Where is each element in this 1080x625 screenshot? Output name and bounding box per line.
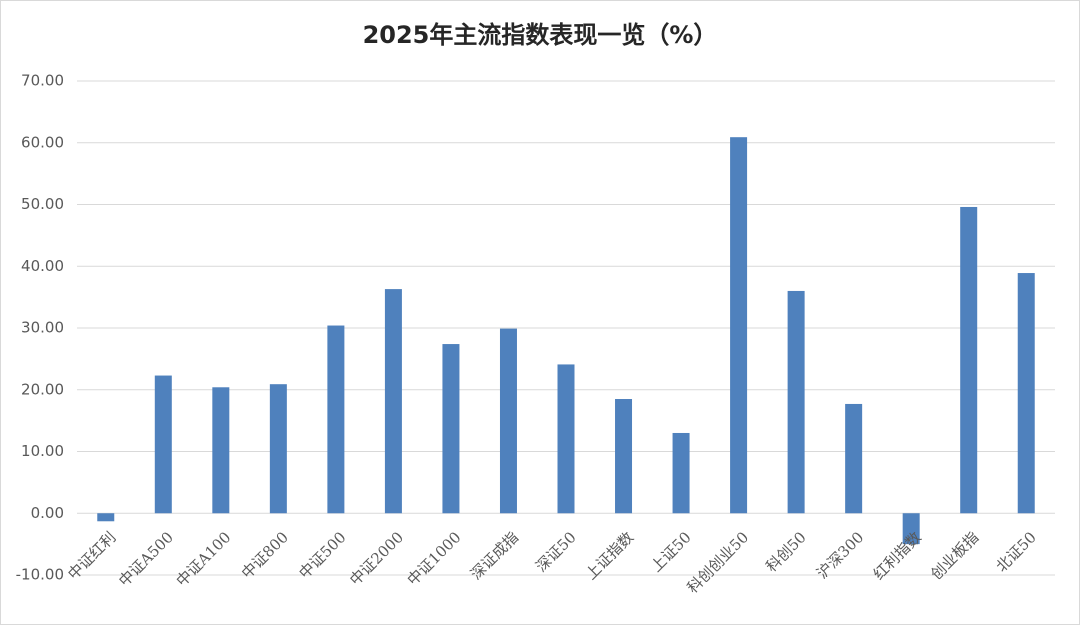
bar xyxy=(1017,273,1035,514)
bar xyxy=(269,384,287,514)
y-tick-label: 40.00 xyxy=(21,257,64,275)
bar xyxy=(327,325,345,514)
y-tick-label: -10.00 xyxy=(16,566,64,584)
bar xyxy=(212,387,230,514)
bar xyxy=(384,289,402,514)
bar xyxy=(730,137,748,514)
bar xyxy=(902,513,920,545)
bar xyxy=(154,375,172,514)
y-tick-label: 30.00 xyxy=(21,319,64,337)
y-tick-label: 0.00 xyxy=(31,504,64,522)
y-tick-label: 70.00 xyxy=(21,72,64,90)
bar xyxy=(845,403,863,514)
bar xyxy=(960,206,978,514)
bar xyxy=(615,399,633,514)
bar xyxy=(442,344,460,514)
y-tick-label: 60.00 xyxy=(21,133,64,151)
bar xyxy=(557,364,575,514)
chart-title: 2025年主流指数表现一览（%） xyxy=(363,21,718,49)
y-tick-label: 20.00 xyxy=(21,380,64,398)
y-tick-label: 10.00 xyxy=(21,442,64,460)
bar xyxy=(787,290,805,514)
bar xyxy=(97,513,115,522)
bar xyxy=(499,328,517,514)
bar xyxy=(672,432,690,514)
y-tick-label: 50.00 xyxy=(21,195,64,213)
